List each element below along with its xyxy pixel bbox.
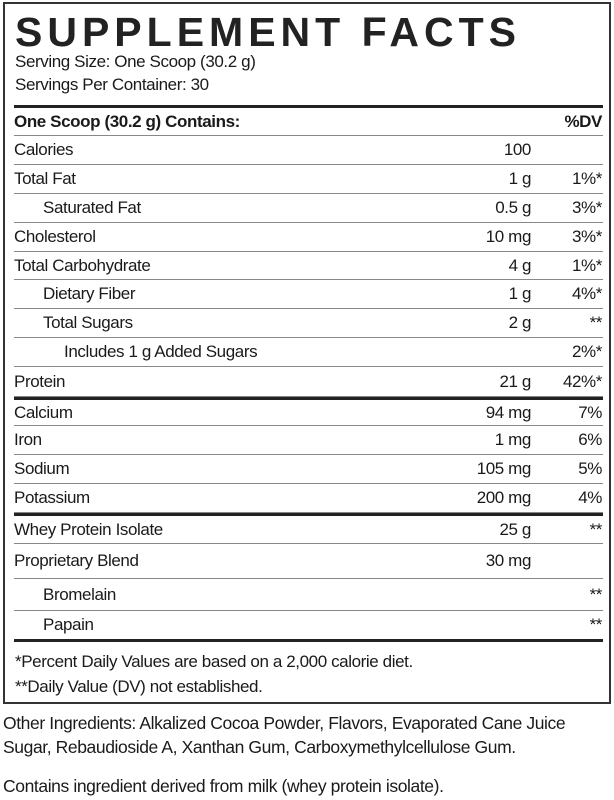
nutrient-name: Dietary Fiber bbox=[43, 284, 136, 303]
table-row: Total Fat 1 g 1%* bbox=[14, 165, 603, 194]
supplement-facts-panel: SUPPLEMENT FACTS Serving Size: One Scoop… bbox=[3, 2, 611, 704]
table-row: Total Carbohydrate 4 g 1%* bbox=[14, 252, 603, 280]
other-ingredients-line-1: Other Ingredients: Alkalized Cocoa Powde… bbox=[3, 713, 566, 733]
nutrient-dv: ** bbox=[589, 519, 603, 539]
table-row: Proprietary Blend 30 mg bbox=[14, 544, 603, 579]
nutrient-name: Bromelain bbox=[43, 584, 116, 604]
panel-title: SUPPLEMENT FACTS bbox=[15, 9, 521, 55]
nutrient-dv: 1%* bbox=[572, 169, 602, 188]
nutrient-amount: 100 bbox=[503, 140, 532, 159]
nutrient-amount: 2 g bbox=[508, 313, 532, 332]
nutrient-dv: 5% bbox=[578, 459, 602, 478]
nutrient-name: Sodium bbox=[14, 459, 70, 478]
nutrient-dv: ** bbox=[589, 584, 603, 604]
table-row: Total Sugars 2 g ** bbox=[14, 309, 603, 338]
table-row: Calcium 94 mg 7% bbox=[14, 397, 603, 426]
table-row: Potassium 200 mg 4% bbox=[14, 484, 603, 513]
nutrient-dv: 3%* bbox=[572, 227, 602, 246]
other-ingredients-line-2: Sugar, Rebaudioside A, Xanthan Gum, Carb… bbox=[3, 737, 516, 757]
facts-table: One Scoop (30.2 g) Contains: %DV Calorie… bbox=[14, 105, 603, 642]
table-row: Includes 1 g Added Sugars 2%* bbox=[14, 338, 603, 367]
nutrient-amount: 1 g bbox=[508, 169, 532, 188]
nutrient-name: Protein bbox=[14, 371, 66, 391]
nutrient-amount: 25 g bbox=[499, 519, 532, 539]
nutrient-dv: 6% bbox=[578, 430, 602, 449]
table-header: One Scoop (30.2 g) Contains: %DV bbox=[14, 105, 603, 136]
table-row: Whey Protein Isolate 25 g ** bbox=[14, 513, 603, 544]
servings-per-container: Servings Per Container: 30 bbox=[15, 75, 209, 94]
nutrient-dv: 4%* bbox=[572, 284, 602, 303]
nutrient-name: Includes 1 g Added Sugars bbox=[64, 342, 258, 361]
nutrient-name: Saturated Fat bbox=[43, 198, 141, 217]
nutrient-dv: 4% bbox=[578, 488, 602, 507]
nutrient-name: Calcium bbox=[14, 402, 73, 422]
table-row: Protein 21 g 42%* bbox=[14, 367, 603, 397]
nutrient-dv: 3%* bbox=[572, 198, 602, 217]
nutrient-amount: 1 g bbox=[508, 284, 532, 303]
nutrient-dv: ** bbox=[589, 615, 603, 634]
nutrient-amount: 105 mg bbox=[476, 459, 532, 478]
nutrient-dv: ** bbox=[589, 313, 603, 332]
nutrient-name: Cholesterol bbox=[14, 227, 96, 246]
footnote-dv: *Percent Daily Values are based on a 2,0… bbox=[15, 652, 413, 671]
nutrient-name: Iron bbox=[14, 430, 42, 449]
table-row: Bromelain ** bbox=[14, 579, 603, 611]
nutrient-amount: 0.5 g bbox=[495, 198, 531, 217]
table-row: Dietary Fiber 1 g 4%* bbox=[14, 280, 603, 309]
nutrient-name: Total Fat bbox=[14, 169, 76, 188]
allergen-statement: Contains ingredient derived from milk (w… bbox=[3, 776, 444, 796]
header-dv: %DV bbox=[564, 111, 602, 131]
nutrient-name: Potassium bbox=[14, 488, 90, 507]
nutrient-amount: 10 mg bbox=[485, 227, 532, 246]
nutrient-amount: 30 mg bbox=[485, 551, 532, 570]
nutrient-name: Papain bbox=[43, 615, 94, 634]
nutrient-dv: 42%* bbox=[562, 371, 602, 391]
nutrient-name: Total Sugars bbox=[43, 313, 133, 332]
nutrient-dv: 1%* bbox=[572, 255, 602, 275]
table-row: Cholesterol 10 mg 3%* bbox=[14, 223, 603, 252]
table-row: Iron 1 mg 6% bbox=[14, 426, 603, 455]
nutrient-name: Whey Protein Isolate bbox=[14, 519, 163, 539]
nutrient-amount: 200 mg bbox=[476, 488, 532, 507]
nutrient-name: Proprietary Blend bbox=[14, 551, 139, 570]
footnote-not-established: **Daily Value (DV) not established. bbox=[15, 677, 263, 696]
nutrient-dv: 7% bbox=[578, 402, 602, 422]
serving-size: Serving Size: One Scoop (30.2 g) bbox=[15, 52, 256, 71]
nutrient-amount: 94 mg bbox=[485, 402, 532, 422]
table-row: Sodium 105 mg 5% bbox=[14, 455, 603, 484]
nutrient-name: Calories bbox=[14, 140, 74, 159]
nutrient-name: Total Carbohydrate bbox=[14, 255, 151, 275]
table-row: Saturated Fat 0.5 g 3%* bbox=[14, 194, 603, 223]
nutrient-amount: 1 mg bbox=[494, 430, 532, 449]
nutrient-amount: 21 g bbox=[499, 371, 532, 391]
nutrient-amount: 4 g bbox=[508, 255, 532, 275]
header-label: One Scoop (30.2 g) Contains: bbox=[14, 111, 240, 131]
table-row: Calories 100 bbox=[14, 136, 603, 165]
nutrient-dv: 2%* bbox=[572, 342, 602, 361]
table-row: Papain ** bbox=[14, 611, 603, 642]
